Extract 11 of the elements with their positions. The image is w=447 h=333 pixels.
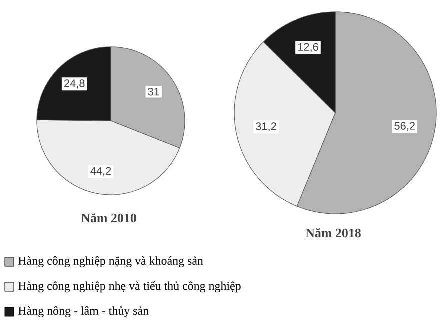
legend-label: Hàng công nghiệp nặng và khoáng sản [18, 256, 204, 268]
data-label: 31,2 [256, 122, 276, 132]
data-label: 31 [148, 88, 160, 96]
data-label: 24,8 [64, 80, 85, 89]
legend-label: Hàng công nghiệp nhẹ và tiểu thủ công nghiệp [18, 281, 241, 293]
slice-label: Năm 2018 [306, 228, 361, 238]
data-label: 44,2 [90, 167, 112, 176]
data-label: 12,6 [298, 43, 318, 52]
legend-label: Hàng nông - lâm - thủy sản [18, 306, 149, 318]
slice-label: Năm 2010 [81, 213, 136, 223]
data-label: 56,2 [394, 122, 415, 132]
